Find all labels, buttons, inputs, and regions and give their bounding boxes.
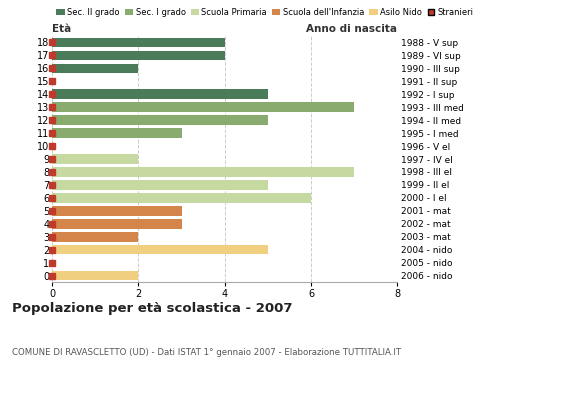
Bar: [52, 271, 139, 280]
Bar: [52, 128, 182, 138]
Bar: [52, 115, 268, 125]
Bar: [52, 245, 268, 254]
Text: Età: Età: [52, 24, 71, 34]
Bar: [52, 232, 139, 242]
Bar: [52, 64, 139, 73]
Text: Anno di nascita: Anno di nascita: [306, 24, 397, 34]
Bar: [52, 219, 182, 228]
Text: Popolazione per età scolastica - 2007: Popolazione per età scolastica - 2007: [12, 302, 292, 315]
Bar: [52, 167, 354, 177]
Bar: [52, 180, 268, 190]
Text: COMUNE DI RAVASCLETTO (UD) - Dati ISTAT 1° gennaio 2007 - Elaborazione TUTTITALI: COMUNE DI RAVASCLETTO (UD) - Dati ISTAT …: [12, 348, 401, 357]
Legend: Sec. II grado, Sec. I grado, Scuola Primaria, Scuola dell'Infanzia, Asilo Nido, : Sec. II grado, Sec. I grado, Scuola Prim…: [56, 8, 474, 17]
Bar: [52, 38, 224, 47]
Bar: [52, 50, 224, 60]
Bar: [52, 102, 354, 112]
Bar: [52, 90, 268, 99]
Bar: [52, 154, 139, 164]
Bar: [52, 193, 311, 203]
Bar: [52, 206, 182, 216]
